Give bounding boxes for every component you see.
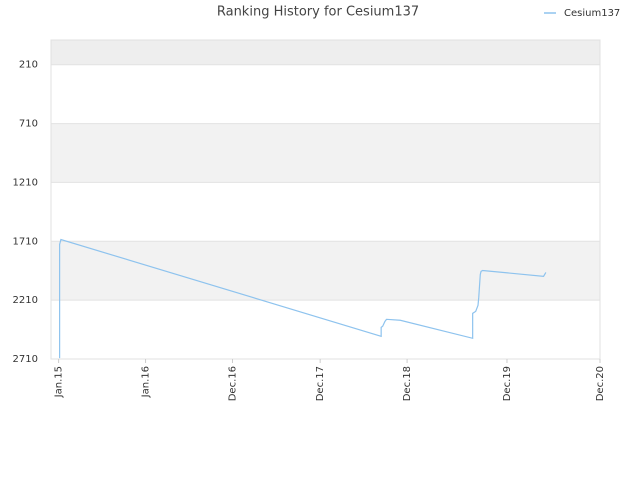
x-tick-label: Dec.20 [595, 366, 606, 401]
line [59, 238, 547, 359]
band [51, 40, 600, 65]
band [51, 123, 600, 183]
x-tick-label: Dec.18 [402, 366, 413, 401]
y-tick-label: 2710 [13, 354, 38, 365]
y-tick-label: 210 [19, 60, 38, 71]
x-tick-label: Dec.17 [315, 366, 326, 401]
y-tick-label: 2210 [13, 295, 38, 306]
x-tick-label: Dec.19 [502, 366, 513, 401]
band [51, 241, 600, 301]
chart-title: Ranking History for Cesium137 [217, 5, 419, 20]
legend-label: Cesium137 [564, 8, 620, 19]
y-tick-label: 1710 [13, 236, 38, 247]
x-tick-label: Jan.16 [141, 366, 152, 398]
y-tick-label: 1210 [13, 177, 38, 188]
x-tick-label: Dec.16 [227, 366, 238, 401]
y-tick-label: 710 [19, 119, 38, 130]
x-tick-label: Jan.15 [54, 366, 65, 398]
plot-border [50, 39, 601, 360]
